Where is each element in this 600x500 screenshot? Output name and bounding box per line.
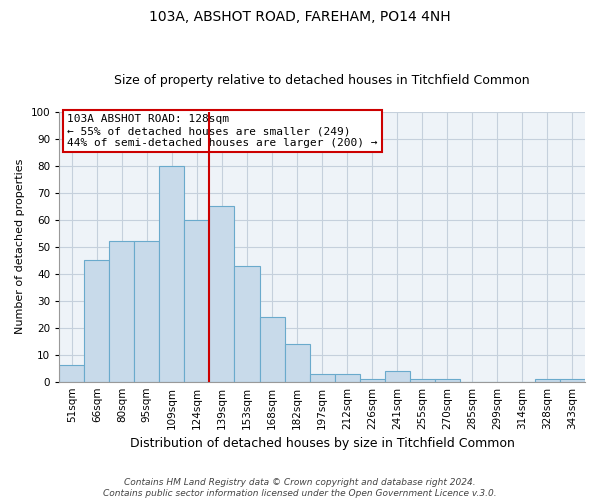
Bar xyxy=(209,206,235,382)
Bar xyxy=(160,166,184,382)
Bar xyxy=(535,379,560,382)
Bar xyxy=(109,242,134,382)
Bar xyxy=(134,242,160,382)
Text: Contains HM Land Registry data © Crown copyright and database right 2024.
Contai: Contains HM Land Registry data © Crown c… xyxy=(103,478,497,498)
Bar xyxy=(385,371,410,382)
Text: 103A ABSHOT ROAD: 128sqm
← 55% of detached houses are smaller (249)
44% of semi-: 103A ABSHOT ROAD: 128sqm ← 55% of detach… xyxy=(67,114,377,148)
Bar xyxy=(184,220,209,382)
Bar xyxy=(359,379,385,382)
Bar xyxy=(410,379,435,382)
Bar xyxy=(84,260,109,382)
Y-axis label: Number of detached properties: Number of detached properties xyxy=(15,159,25,334)
Bar xyxy=(435,379,460,382)
X-axis label: Distribution of detached houses by size in Titchfield Common: Distribution of detached houses by size … xyxy=(130,437,515,450)
Bar xyxy=(59,366,84,382)
Bar xyxy=(284,344,310,382)
Bar xyxy=(560,379,585,382)
Title: Size of property relative to detached houses in Titchfield Common: Size of property relative to detached ho… xyxy=(114,74,530,87)
Bar xyxy=(335,374,359,382)
Bar xyxy=(310,374,335,382)
Text: 103A, ABSHOT ROAD, FAREHAM, PO14 4NH: 103A, ABSHOT ROAD, FAREHAM, PO14 4NH xyxy=(149,10,451,24)
Bar xyxy=(260,317,284,382)
Bar xyxy=(235,266,260,382)
